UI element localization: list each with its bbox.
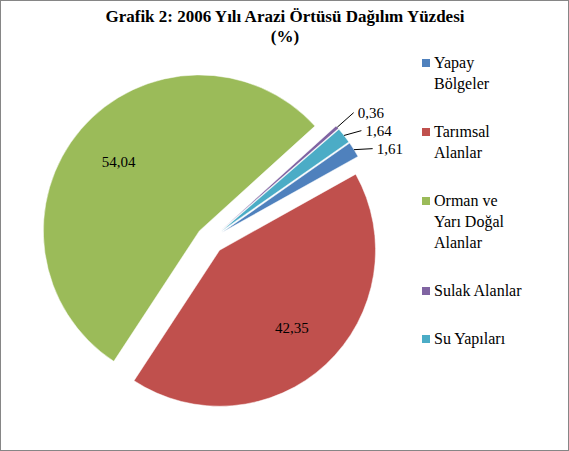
data-label: 0,36 [358,105,385,121]
text-line: Yapay [434,54,474,72]
legend-swatch [422,197,430,205]
legend-label: Orman ve Yarı Doğal Alanlar [434,192,504,251]
text-line: Alanlar [434,234,483,251]
text-line: Sulak Alanlar [434,282,522,299]
data-label: 54,04 [102,154,136,170]
legend-label: Yapay Bölgeler [434,54,490,93]
text-line: (%) [271,27,299,46]
legend-swatch [422,335,430,343]
text-line: Bölgeler [434,75,490,93]
leader-line [337,113,353,128]
legend-swatch [422,128,430,136]
text-line: Tarımsal [434,123,490,140]
pie-slice [43,75,315,361]
legend-swatch [422,59,430,67]
text-line: Alanlar [434,144,483,161]
pie-slice [221,129,349,231]
title: Grafik 2: 2006 Yılı Arazi Örtüsü Dağılım… [105,7,464,46]
data-label: 1,61 [377,141,403,157]
text-line: Orman ve [434,192,498,209]
legend-label: Sulak Alanlar [434,282,522,299]
data-label: 1,64 [365,123,392,139]
text-line: Grafik 2: 2006 Yılı Arazi Örtüsü Dağılım… [105,7,464,26]
chart-frame [1,1,569,451]
data-label: 42,35 [275,320,309,336]
pie [43,75,375,406]
leader-line [344,131,361,136]
legend-label: Tarımsal Alanlar [434,123,490,161]
text-line: Yarı Doğal [434,213,504,231]
chart: Grafik 2: 2006 Yılı Arazi Örtüsü Dağılım… [0,0,569,451]
legend: Yapay Bölgeler Tarımsal Alanlar Orman ve Yarı… [422,54,522,348]
pie-slice [220,126,338,231]
legend-swatch [422,287,430,295]
legend-label: Su Yapıları [434,330,506,348]
leader-line [354,149,373,150]
text-line: Su Yapıları [434,330,506,348]
